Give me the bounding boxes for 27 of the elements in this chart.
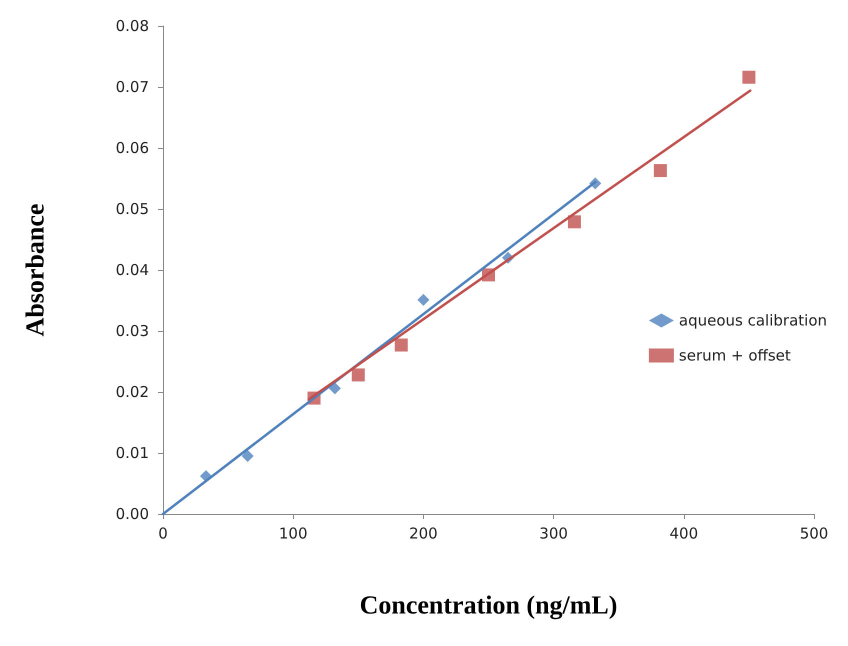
x-tick-label: 400 bbox=[669, 524, 698, 542]
x-tick-label: 500 bbox=[800, 524, 828, 542]
y-tick-label: 0.07 bbox=[116, 78, 149, 96]
x-tick-label: 0 bbox=[158, 524, 168, 542]
y-tick-label: 0.03 bbox=[116, 322, 149, 340]
y-tick-label: 0.08 bbox=[116, 17, 149, 35]
point bbox=[417, 294, 430, 306]
point bbox=[328, 382, 341, 394]
y-tick-label: 0.01 bbox=[116, 444, 149, 462]
point bbox=[394, 338, 408, 352]
y-tick-label: 0.05 bbox=[116, 200, 149, 218]
legend-label: serum + offset bbox=[678, 346, 791, 364]
y-tick-label: 0.00 bbox=[116, 505, 149, 523]
x-tick-label: 100 bbox=[278, 524, 308, 542]
point bbox=[742, 70, 756, 84]
point bbox=[352, 368, 365, 382]
y-tick-label: 0.02 bbox=[116, 383, 149, 401]
x-tick-label: 200 bbox=[409, 524, 438, 542]
y-tick-label: 0.06 bbox=[116, 139, 149, 157]
x-tick-label: 300 bbox=[539, 524, 568, 542]
y-tick-label: 0.04 bbox=[116, 261, 149, 279]
point bbox=[568, 215, 581, 228]
x-axis-title: Concentration (ng/mL) bbox=[360, 590, 618, 620]
point bbox=[242, 450, 254, 462]
point bbox=[654, 164, 667, 178]
y-axis-title: Absorbance bbox=[20, 204, 50, 336]
legend-label: aqueous calibration bbox=[678, 312, 828, 330]
